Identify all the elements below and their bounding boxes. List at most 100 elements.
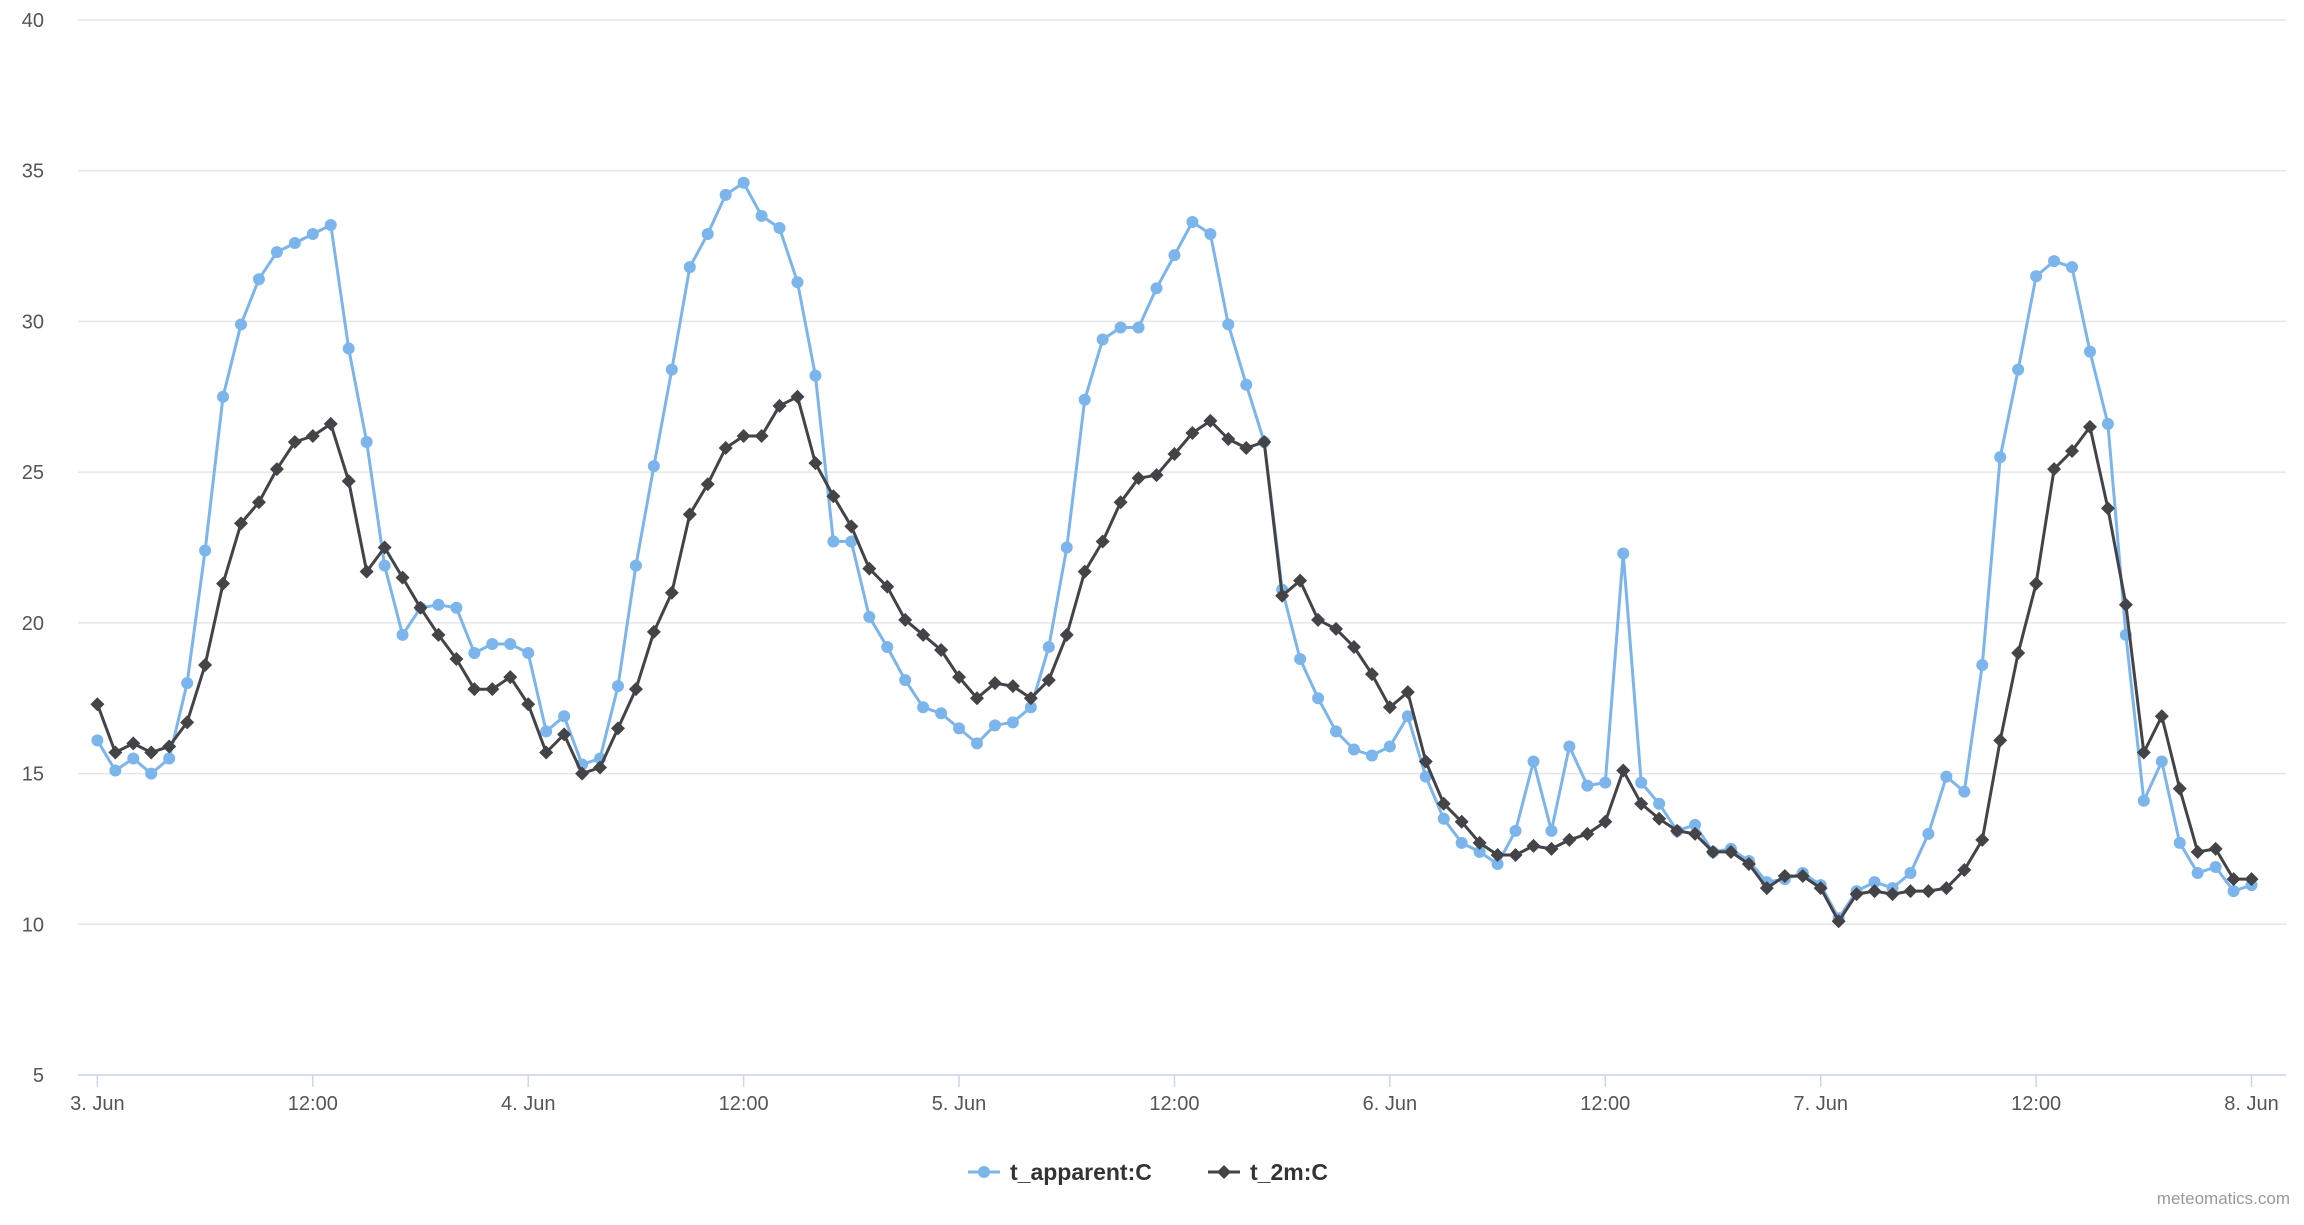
data-point[interactable] <box>2118 597 2133 612</box>
data-point[interactable] <box>1418 754 1433 769</box>
data-point[interactable] <box>467 682 482 697</box>
data-point[interactable] <box>1095 534 1110 549</box>
data-point[interactable] <box>413 600 428 615</box>
data-point[interactable] <box>521 697 536 712</box>
data-point[interactable] <box>1041 673 1056 688</box>
data-point[interactable] <box>342 342 355 355</box>
data-point[interactable] <box>558 710 571 723</box>
data-point[interactable] <box>1364 667 1379 682</box>
data-point[interactable] <box>450 601 463 614</box>
data-point[interactable] <box>395 570 410 585</box>
data-point[interactable] <box>144 745 159 760</box>
data-point[interactable] <box>145 767 158 780</box>
data-point[interactable] <box>2012 363 2025 376</box>
data-point[interactable] <box>1957 863 1972 878</box>
data-point[interactable] <box>216 576 231 591</box>
data-point[interactable] <box>2137 794 2150 807</box>
data-point[interactable] <box>629 559 642 572</box>
data-point[interactable] <box>1419 770 1432 783</box>
data-point[interactable] <box>1831 914 1846 929</box>
data-point[interactable] <box>2209 861 2222 874</box>
credit-link[interactable]: meteomatics.com <box>2157 1189 2290 1208</box>
data-point[interactable] <box>2101 417 2114 430</box>
data-point[interactable] <box>539 745 554 760</box>
data-point[interactable] <box>1490 847 1505 862</box>
data-point[interactable] <box>91 734 104 747</box>
data-point[interactable] <box>305 428 320 443</box>
data-point[interactable] <box>1940 770 1953 783</box>
data-point[interactable] <box>1168 249 1181 262</box>
data-point[interactable] <box>1653 797 1666 810</box>
data-point[interactable] <box>1346 639 1361 654</box>
data-point[interactable] <box>396 628 409 641</box>
data-point[interactable] <box>1006 716 1019 729</box>
data-point[interactable] <box>1436 796 1451 811</box>
data-point[interactable] <box>1239 441 1254 456</box>
data-point[interactable] <box>790 389 805 404</box>
data-point[interactable] <box>127 752 140 765</box>
data-point[interactable] <box>199 544 212 557</box>
data-point[interactable] <box>755 209 768 222</box>
data-point[interactable] <box>1221 431 1236 446</box>
data-point[interactable] <box>1131 471 1146 486</box>
data-point[interactable] <box>664 585 679 600</box>
data-point[interactable] <box>935 707 948 720</box>
data-point[interactable] <box>610 721 625 736</box>
data-point[interactable] <box>1059 627 1074 642</box>
data-point[interactable] <box>1544 841 1559 856</box>
data-point[interactable] <box>360 436 373 448</box>
legend-item[interactable]: t_2m:C <box>1208 1159 1328 1185</box>
data-point[interactable] <box>251 495 266 510</box>
data-point[interactable] <box>1400 685 1415 700</box>
data-point[interactable] <box>162 739 177 754</box>
data-point[interactable] <box>575 766 590 781</box>
data-point[interactable] <box>557 727 572 742</box>
data-point[interactable] <box>862 561 877 576</box>
data-point[interactable] <box>2226 872 2241 887</box>
data-point[interactable] <box>719 188 732 201</box>
data-point[interactable] <box>359 564 374 579</box>
data-point[interactable] <box>1993 733 2008 748</box>
data-point[interactable] <box>2191 867 2204 880</box>
data-point[interactable] <box>1204 228 1217 241</box>
data-point[interactable] <box>827 535 840 548</box>
data-point[interactable] <box>682 507 697 522</box>
data-point[interactable] <box>736 428 751 443</box>
data-point[interactable] <box>2048 255 2061 268</box>
data-point[interactable] <box>2030 270 2043 283</box>
data-point[interactable] <box>934 642 949 657</box>
data-point[interactable] <box>2082 419 2097 434</box>
data-point[interactable] <box>2066 261 2079 274</box>
data-point[interactable] <box>1689 818 1702 831</box>
data-point[interactable] <box>181 677 194 690</box>
data-point[interactable] <box>2155 755 2168 768</box>
data-point[interactable] <box>1509 824 1522 837</box>
data-point[interactable] <box>108 745 123 760</box>
data-point[interactable] <box>880 579 895 594</box>
data-point[interactable] <box>1042 640 1055 653</box>
data-point[interactable] <box>1473 845 1486 858</box>
data-point[interactable] <box>808 456 823 471</box>
data-point[interactable] <box>485 682 500 697</box>
data-point[interactable] <box>845 535 858 548</box>
data-point[interactable] <box>700 477 715 492</box>
data-point[interactable] <box>1294 653 1307 666</box>
data-point[interactable] <box>1759 881 1774 896</box>
data-point[interactable] <box>2083 345 2096 358</box>
data-point[interactable] <box>1904 867 1917 880</box>
data-point[interactable] <box>217 390 230 403</box>
data-point[interactable] <box>826 489 841 504</box>
data-point[interactable] <box>898 612 913 627</box>
data-point[interactable] <box>1688 826 1703 841</box>
data-point[interactable] <box>233 516 248 531</box>
data-point[interactable] <box>109 764 122 777</box>
data-point[interactable] <box>270 246 283 259</box>
data-point[interactable] <box>269 462 284 477</box>
data-point[interactable] <box>1401 710 1414 723</box>
data-point[interactable] <box>970 737 983 750</box>
data-point[interactable] <box>1150 282 1163 295</box>
data-point[interactable] <box>1849 887 1864 902</box>
data-point[interactable] <box>1545 824 1558 837</box>
data-point[interactable] <box>1617 547 1630 560</box>
data-point[interactable] <box>468 647 481 659</box>
